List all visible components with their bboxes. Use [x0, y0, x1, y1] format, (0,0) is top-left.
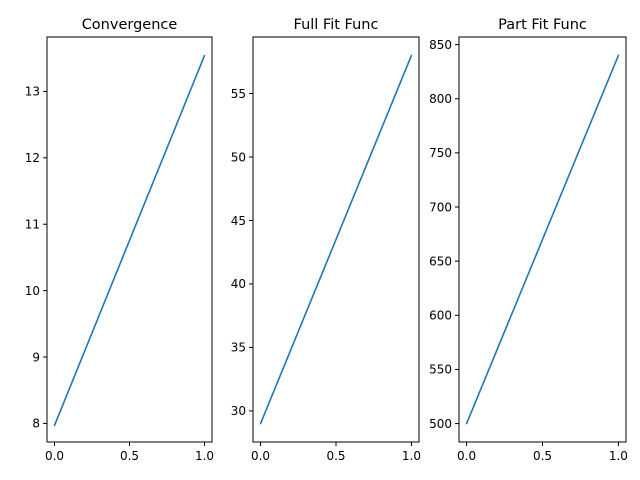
y-tick-label: 700	[429, 200, 452, 214]
y-tick-label: 55	[231, 87, 246, 101]
x-tick-label: 0.0	[457, 449, 476, 463]
y-tick-label: 11	[25, 218, 40, 232]
y-tick-label: 45	[231, 214, 246, 228]
y-tick-label: 850	[429, 38, 452, 52]
subplot-2: 0.0 0.5 1.0 30 35 40 45 50 55 Full Fit Func	[231, 17, 421, 463]
y-tick-label: 13	[25, 85, 40, 99]
y-tick-label: 650	[429, 254, 452, 268]
subplot-3: 0.0 0.5 1.0 500 550 600 650 700 750 800 850 Part Fi…	[429, 17, 628, 463]
y-tick-label: 800	[429, 92, 452, 106]
x-tick-label: 1.0	[609, 449, 628, 463]
y-tick-label: 750	[429, 146, 452, 160]
subplot-title: Full Fit Func	[294, 17, 379, 33]
x-tick-label: 0.0	[251, 449, 270, 463]
y-tick-label: 500	[429, 417, 452, 431]
x-tick-label: 1.0	[195, 449, 214, 463]
subplot-1: 0.0 0.5 1.0 8 9 10 11 12 13 Convergence	[25, 17, 214, 463]
x-tick-label: 0.5	[120, 449, 139, 463]
series-line	[53, 54, 206, 427]
x-tick-label: 0.0	[45, 449, 64, 463]
x-tick-label: 0.5	[533, 449, 552, 463]
y-tick-label: 600	[429, 309, 452, 323]
x-tick-label: 0.5	[326, 449, 345, 463]
y-tick-label: 9	[32, 350, 40, 364]
y-tick-label: 550	[429, 363, 452, 377]
y-tick-label: 30	[231, 404, 246, 418]
y-tick-label: 12	[25, 151, 40, 165]
y-tick-label: 35	[231, 341, 246, 355]
x-tick-label: 1.0	[402, 449, 421, 463]
series-line	[259, 54, 413, 425]
series-line	[465, 54, 620, 425]
y-tick-label: 50	[231, 150, 246, 164]
subplot-title: Part Fit Func	[498, 17, 587, 33]
y-tick-label: 40	[231, 277, 246, 291]
y-tick-label: 10	[25, 284, 40, 298]
subplot-title: Convergence	[82, 17, 178, 33]
y-tick-label: 8	[32, 417, 40, 431]
